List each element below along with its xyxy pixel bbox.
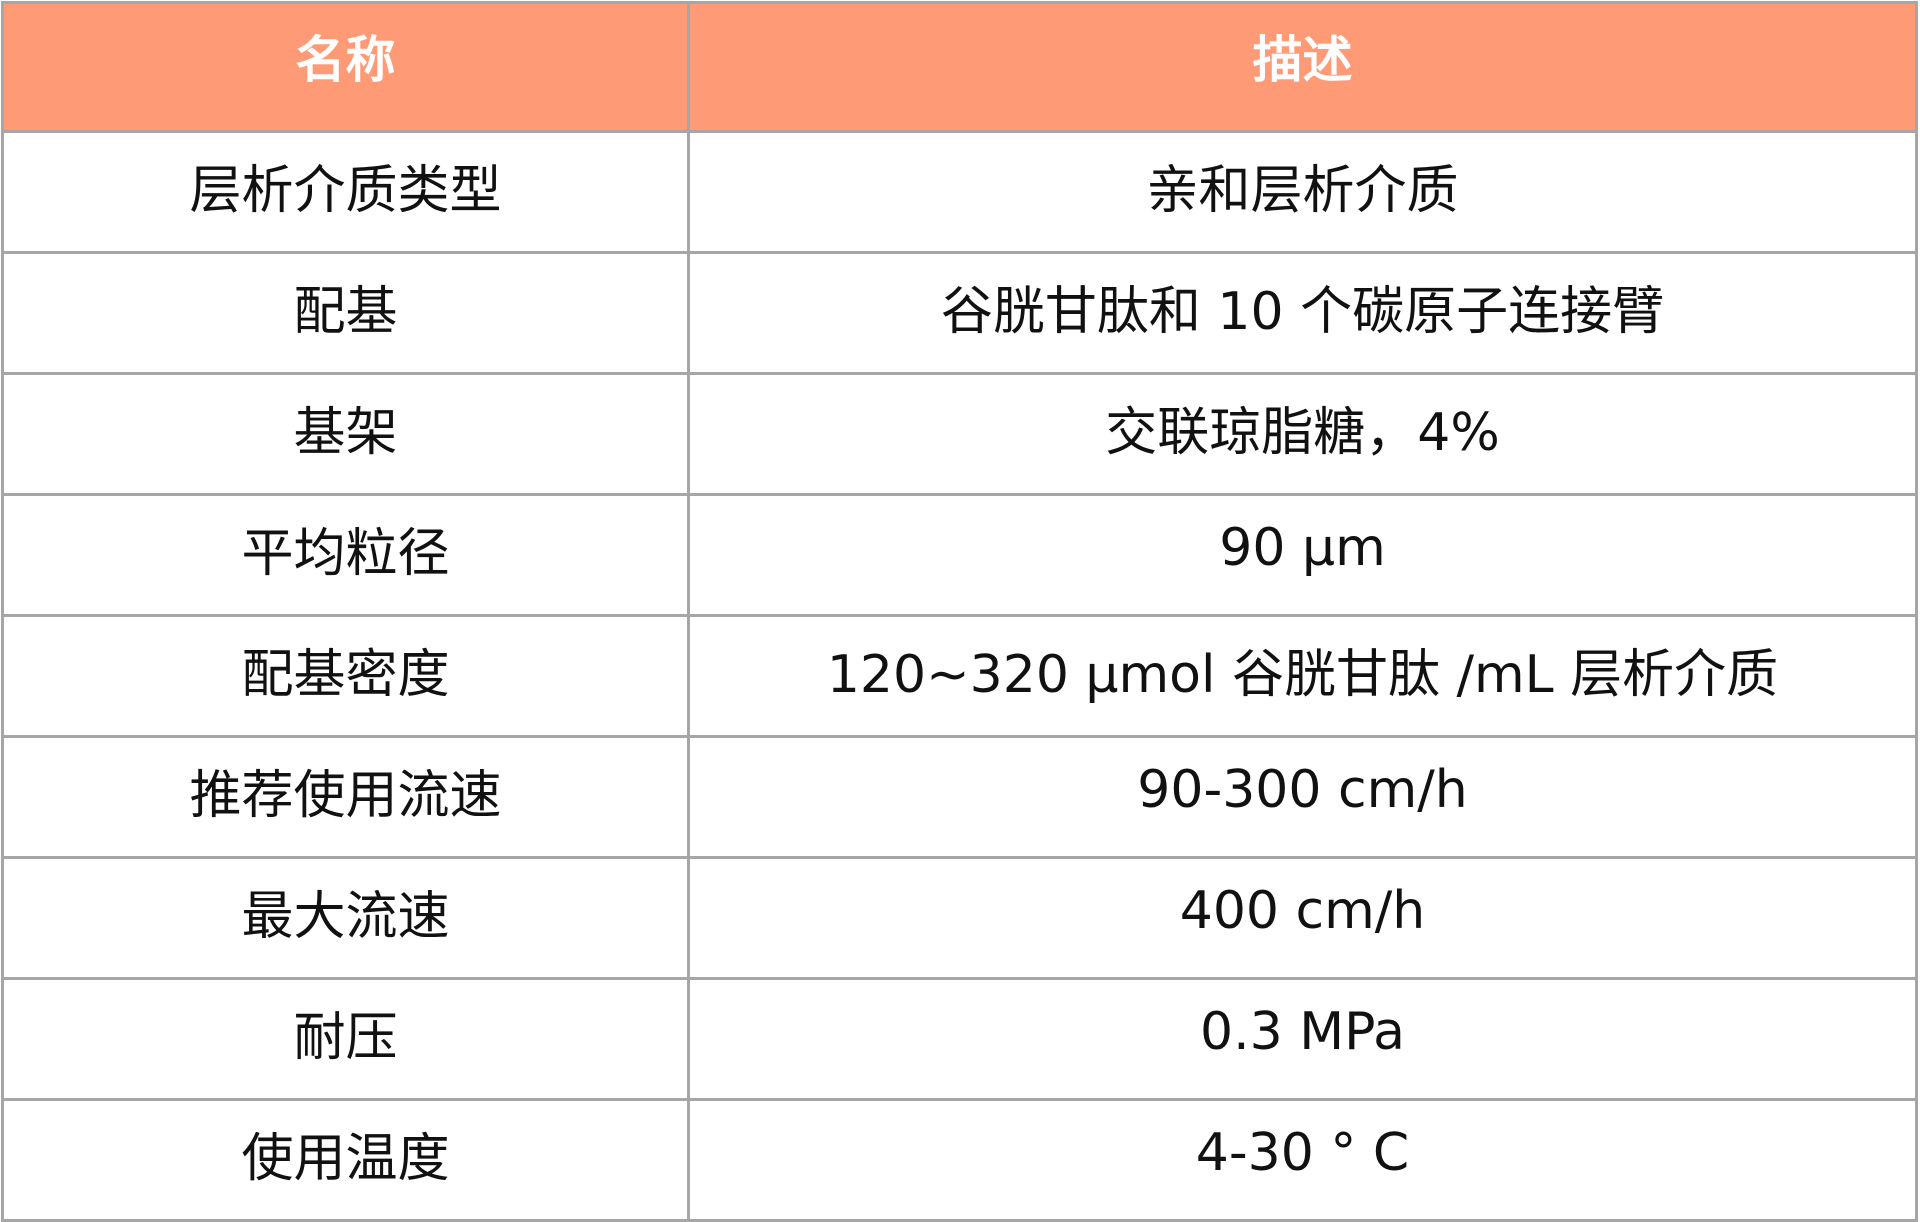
cell-name: 最大流速 (1, 856, 690, 980)
table-row: 平均粒径 90 μm (1, 493, 1918, 617)
cell-description: 120~320 μmol 谷胱甘肽 /mL 层析介质 (687, 614, 1918, 738)
cell-description: 亲和层析介质 (687, 130, 1918, 254)
cell-description: 谷胱甘肽和 10 个碳原子连接臂 (687, 251, 1918, 375)
cell-name: 耐压 (1, 977, 690, 1101)
table-row: 配基 谷胱甘肽和 10 个碳原子连接臂 (1, 251, 1918, 375)
table-row: 配基密度 120~320 μmol 谷胱甘肽 /mL 层析介质 (1, 614, 1918, 738)
header-description: 描述 (687, 1, 1918, 133)
cell-name: 层析介质类型 (1, 130, 690, 254)
header-row: 名称 描述 (1, 1, 1918, 133)
cell-description: 90 μm (687, 493, 1918, 617)
table-row: 层析介质类型 亲和层析介质 (1, 130, 1918, 254)
table-row: 使用温度 4-30 ° C (1, 1098, 1918, 1222)
header-name: 名称 (1, 1, 690, 133)
cell-description: 0.3 MPa (687, 977, 1918, 1101)
cell-name: 使用温度 (1, 1098, 690, 1222)
cell-name: 配基密度 (1, 614, 690, 738)
table-row: 基架 交联琼脂糖，4% (1, 372, 1918, 496)
cell-description: 400 cm/h (687, 856, 1918, 980)
cell-name: 推荐使用流速 (1, 735, 690, 859)
cell-name: 配基 (1, 251, 690, 375)
table-row: 推荐使用流速 90-300 cm/h (1, 735, 1918, 859)
table-row: 最大流速 400 cm/h (1, 856, 1918, 980)
cell-name: 基架 (1, 372, 690, 496)
table-row: 耐压 0.3 MPa (1, 977, 1918, 1101)
cell-description: 4-30 ° C (687, 1098, 1918, 1222)
cell-name: 平均粒径 (1, 493, 690, 617)
cell-description: 90-300 cm/h (687, 735, 1918, 859)
cell-description: 交联琼脂糖，4% (687, 372, 1918, 496)
